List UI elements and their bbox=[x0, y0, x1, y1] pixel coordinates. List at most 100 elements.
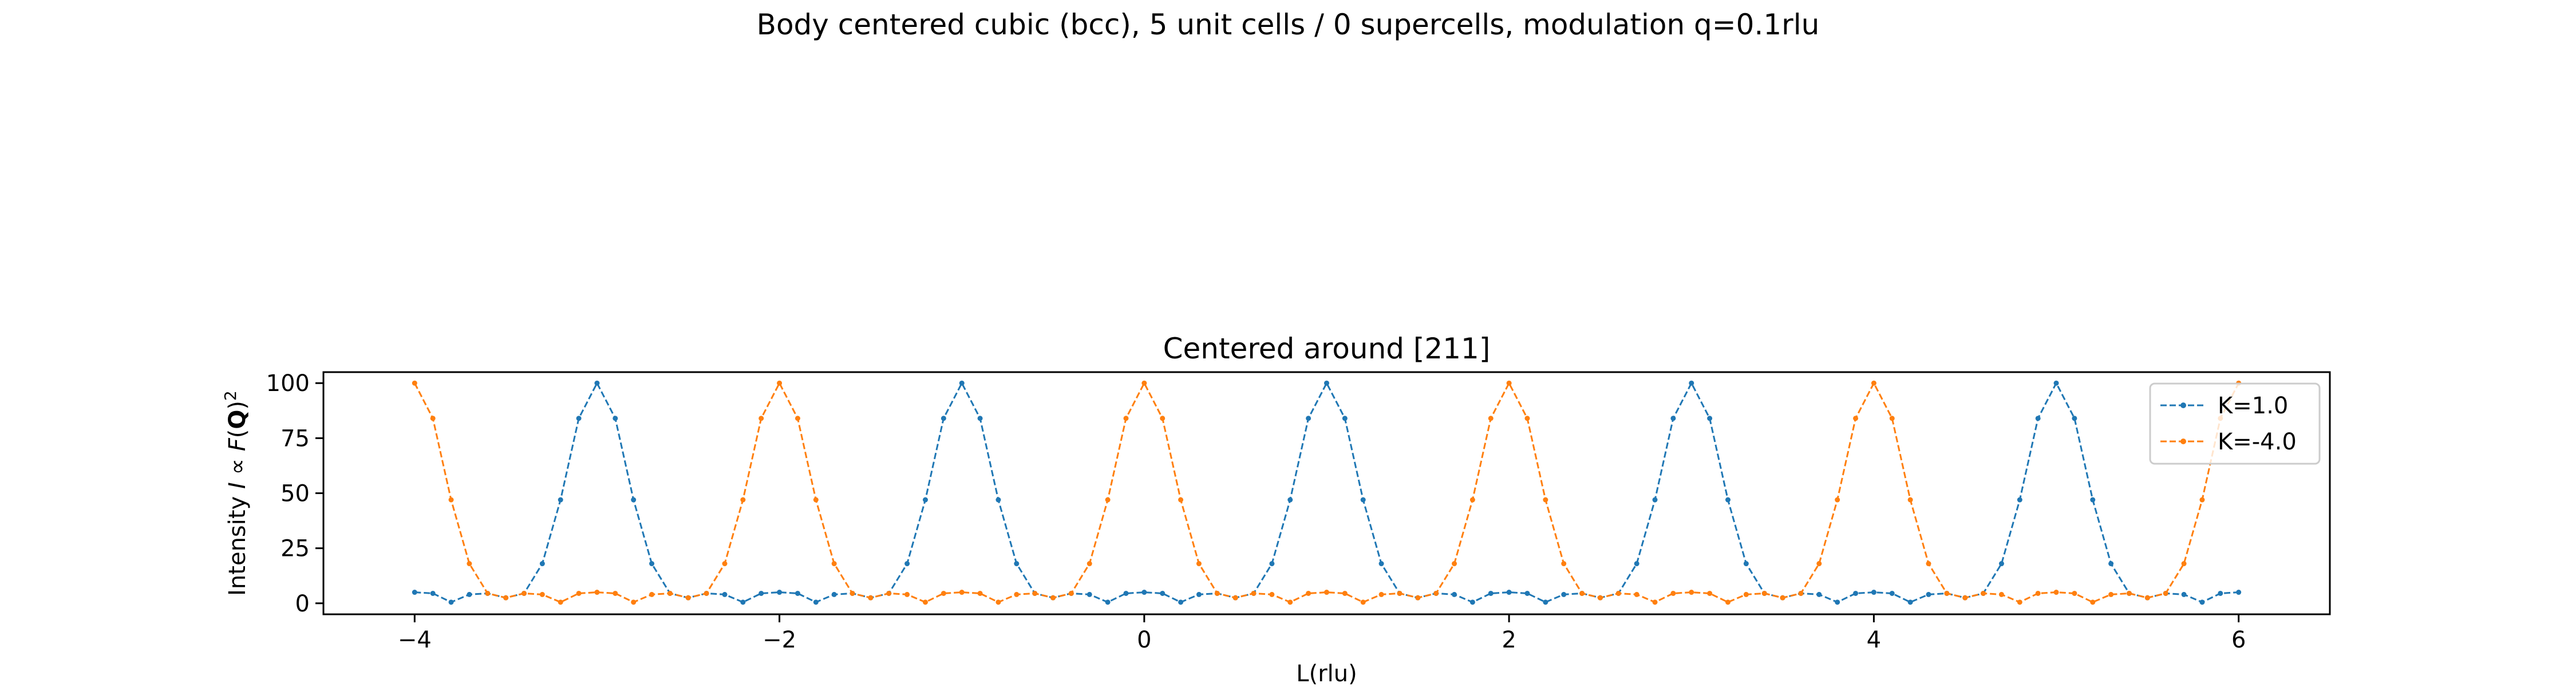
data-point bbox=[1907, 497, 1913, 503]
data-point bbox=[831, 561, 837, 567]
data-point bbox=[412, 590, 417, 595]
data-point bbox=[2181, 561, 2187, 567]
data-point bbox=[1269, 591, 1275, 597]
y-tick-label: 0 bbox=[295, 591, 310, 617]
data-point bbox=[2218, 590, 2223, 596]
data-point bbox=[2144, 595, 2150, 601]
data-point bbox=[1543, 497, 1548, 503]
data-point bbox=[412, 380, 417, 386]
data-point bbox=[1597, 595, 1603, 601]
data-point bbox=[959, 590, 965, 595]
data-point bbox=[977, 416, 983, 421]
data-point bbox=[430, 590, 436, 596]
data-point bbox=[923, 599, 928, 605]
data-point bbox=[1324, 380, 1329, 386]
data-point bbox=[1452, 561, 1457, 567]
data-point bbox=[941, 416, 946, 421]
data-point bbox=[1743, 591, 1749, 597]
data-point bbox=[777, 590, 783, 595]
data-point bbox=[831, 591, 837, 597]
data-point bbox=[2127, 590, 2132, 596]
x-tick-label: 2 bbox=[1502, 627, 1516, 653]
data-point bbox=[2090, 599, 2096, 605]
data-point bbox=[2072, 590, 2077, 596]
data-point bbox=[1469, 599, 1475, 605]
data-point bbox=[1342, 590, 1348, 596]
data-point bbox=[1743, 561, 1749, 567]
data-point bbox=[813, 497, 819, 503]
data-point bbox=[1853, 590, 1859, 596]
data-point bbox=[1014, 591, 1020, 597]
data-point bbox=[1342, 416, 1348, 421]
data-point bbox=[2035, 590, 2041, 596]
data-point bbox=[795, 416, 800, 421]
data-point bbox=[740, 497, 746, 503]
data-point bbox=[904, 561, 910, 567]
data-point bbox=[1579, 590, 1585, 596]
axes-frame bbox=[322, 371, 2331, 615]
y-tick-label: 50 bbox=[280, 481, 310, 507]
data-point bbox=[1123, 416, 1129, 421]
data-point bbox=[576, 590, 582, 596]
x-tick-label: 4 bbox=[1867, 627, 1881, 653]
data-point bbox=[1160, 590, 1165, 596]
data-point bbox=[1524, 590, 1530, 596]
x-axis-label: L(rlu) bbox=[1296, 661, 1357, 687]
data-point bbox=[1853, 416, 1859, 421]
data-point bbox=[649, 591, 655, 597]
data-point bbox=[1670, 416, 1676, 421]
data-point bbox=[1251, 590, 1257, 596]
data-point bbox=[740, 599, 746, 605]
data-point bbox=[430, 416, 436, 421]
data-point bbox=[1068, 590, 1074, 596]
data-point bbox=[1561, 591, 1567, 597]
y-tick-label: 75 bbox=[280, 425, 310, 452]
data-point bbox=[558, 599, 563, 605]
data-point bbox=[1998, 561, 2004, 567]
data-point bbox=[1670, 590, 1676, 596]
data-point bbox=[1488, 590, 1494, 596]
data-point bbox=[1689, 590, 1694, 595]
series-line bbox=[414, 381, 2239, 603]
data-point bbox=[2199, 599, 2205, 605]
data-point bbox=[1926, 591, 1931, 597]
data-point bbox=[1232, 595, 1238, 601]
series-k-minus-4 bbox=[412, 380, 2242, 605]
data-point bbox=[1689, 380, 1694, 386]
data-point bbox=[2108, 561, 2114, 567]
data-point bbox=[959, 380, 965, 386]
data-point bbox=[1835, 599, 1840, 605]
data-point bbox=[1725, 497, 1730, 503]
axes-title: Centered around [211] bbox=[1163, 332, 1491, 365]
data-point bbox=[722, 591, 728, 597]
data-point bbox=[1378, 561, 1384, 567]
data-point bbox=[1761, 590, 1767, 596]
data-point bbox=[1360, 497, 1366, 503]
data-point bbox=[977, 590, 983, 596]
data-point bbox=[1469, 497, 1475, 503]
data-point bbox=[1105, 497, 1111, 503]
data-point bbox=[1287, 599, 1293, 605]
data-point bbox=[1798, 590, 1804, 596]
data-point bbox=[1889, 416, 1895, 421]
data-point bbox=[1032, 590, 1038, 596]
data-point bbox=[1725, 599, 1730, 605]
data-point bbox=[1324, 590, 1329, 595]
data-point bbox=[1488, 416, 1494, 421]
data-point bbox=[758, 590, 764, 596]
data-point bbox=[1086, 591, 1092, 597]
data-point bbox=[1378, 591, 1384, 597]
series-line bbox=[413, 381, 2240, 603]
data-point bbox=[1287, 497, 1293, 503]
data-point bbox=[1105, 599, 1111, 605]
data-point bbox=[1433, 590, 1439, 596]
data-point bbox=[1123, 590, 1129, 596]
data-point bbox=[448, 497, 454, 503]
data-point bbox=[1652, 599, 1658, 605]
data-point bbox=[1871, 380, 1876, 386]
data-point bbox=[886, 590, 892, 596]
series-k-1 bbox=[412, 380, 2242, 605]
data-point bbox=[1506, 590, 1512, 595]
data-point bbox=[1178, 497, 1184, 503]
